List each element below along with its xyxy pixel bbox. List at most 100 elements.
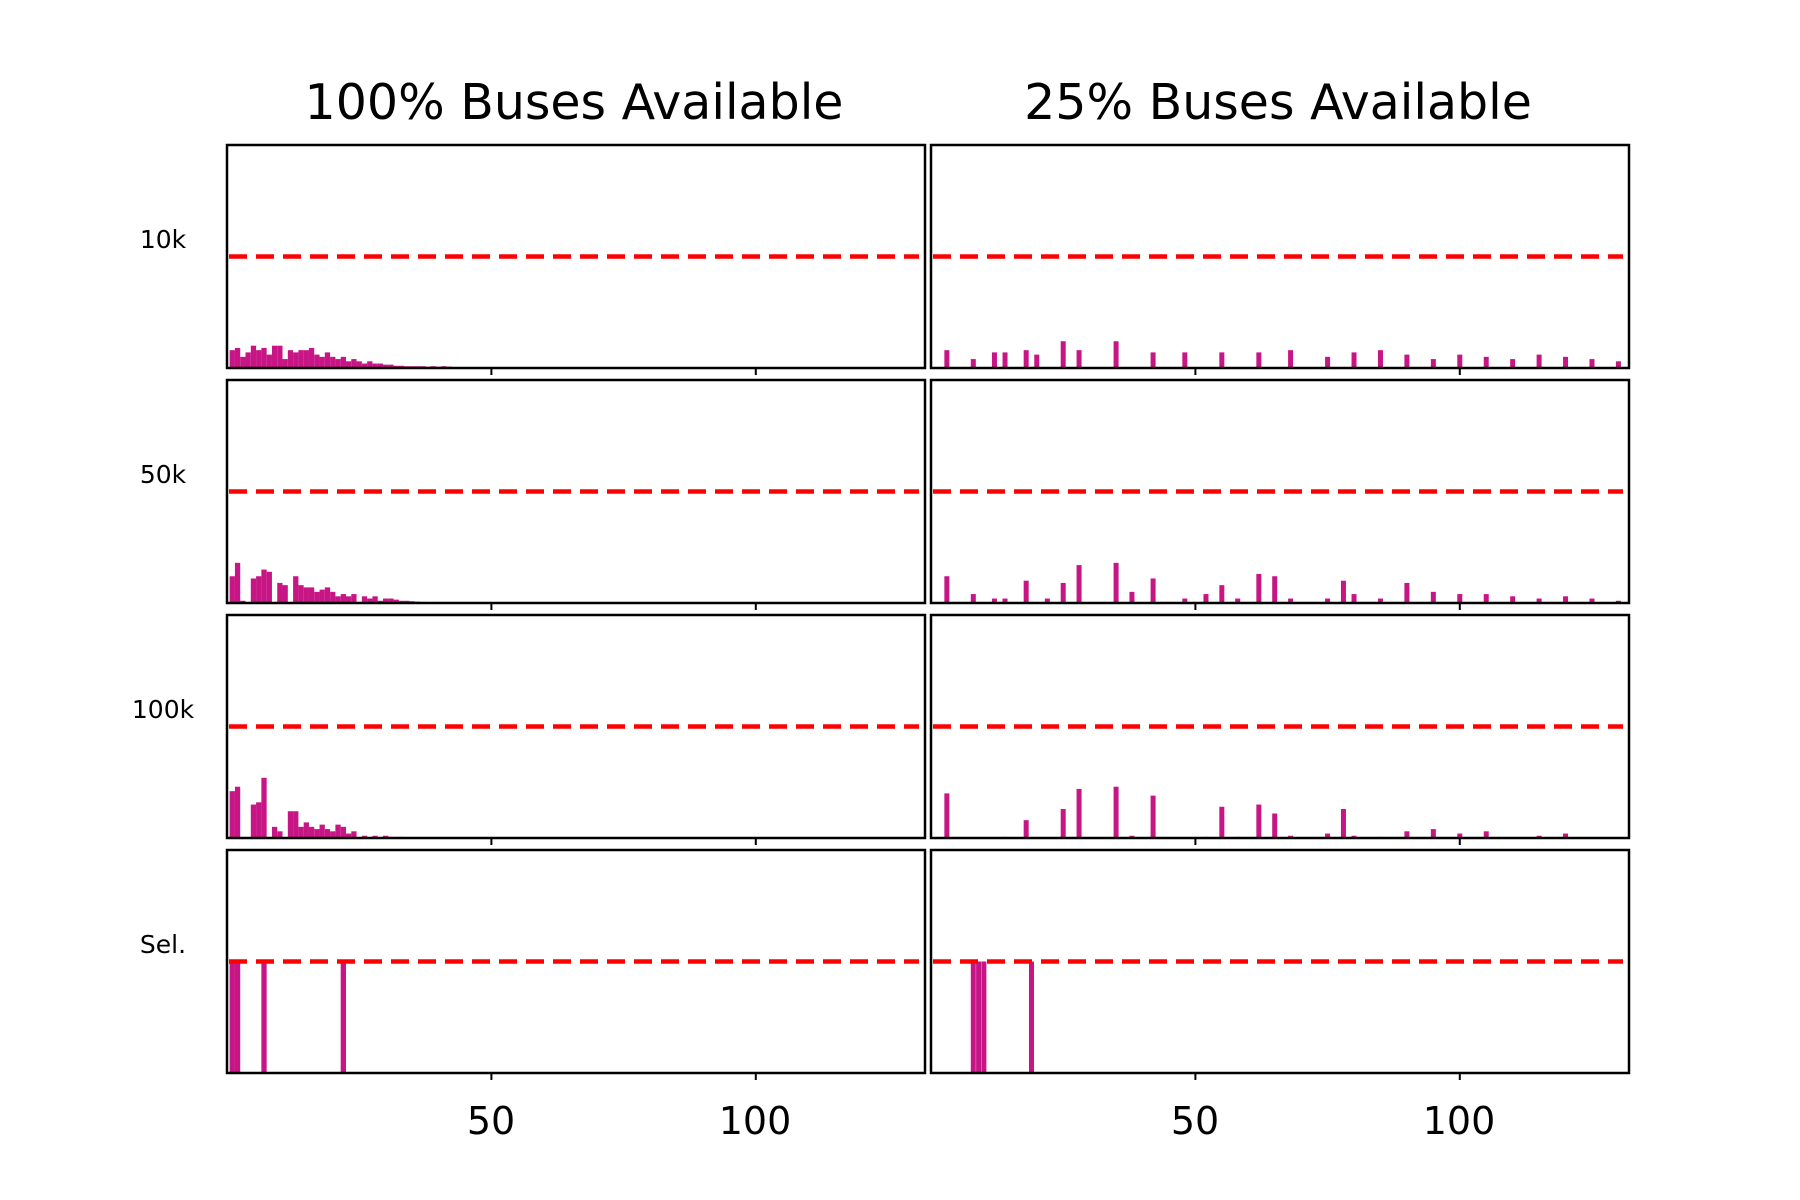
x-tick-label-100-left: 100	[719, 1099, 792, 1143]
row-label-sel: Sel.	[140, 930, 186, 959]
bar	[1483, 594, 1489, 603]
bar	[345, 833, 352, 838]
bar	[1510, 596, 1516, 603]
bar	[282, 585, 288, 603]
bar	[229, 961, 235, 1073]
bar	[319, 824, 325, 838]
bar	[1076, 350, 1082, 368]
column-title-100: 100% Buses Available	[305, 74, 844, 131]
bar	[234, 562, 241, 603]
bar	[1340, 809, 1346, 838]
bar	[1351, 594, 1357, 603]
bar	[1615, 361, 1621, 368]
bar	[944, 350, 950, 368]
panel-r2-c1	[929, 613, 1631, 845]
bar	[372, 363, 378, 368]
bar	[1129, 591, 1135, 603]
bar	[1563, 596, 1569, 603]
bar	[1113, 786, 1119, 838]
panel-r0-c0	[225, 143, 927, 375]
bar	[944, 793, 950, 838]
bar	[319, 589, 325, 603]
bar	[229, 791, 235, 838]
panel-frame	[225, 143, 927, 370]
bar	[324, 587, 331, 603]
bar	[1150, 352, 1156, 368]
bar	[256, 802, 262, 838]
bar	[1113, 562, 1119, 603]
panel-r0-c1	[929, 143, 1631, 375]
bar	[1430, 829, 1436, 838]
bar	[335, 596, 341, 603]
bar	[1076, 788, 1082, 838]
bar	[1340, 580, 1346, 603]
bar	[393, 599, 399, 603]
bar	[351, 831, 357, 838]
bar	[970, 594, 976, 603]
panel-frame	[225, 613, 927, 840]
bar	[976, 961, 982, 1073]
bar	[1044, 598, 1050, 603]
row-label-100k: 100k	[132, 695, 195, 724]
bar	[1483, 831, 1489, 838]
bar	[1457, 594, 1463, 603]
bar	[324, 352, 331, 368]
bar	[1457, 833, 1463, 838]
bar	[1060, 341, 1066, 368]
bar	[377, 363, 383, 368]
bar	[382, 364, 389, 368]
bar	[303, 587, 309, 603]
bar	[335, 359, 341, 368]
bar	[308, 587, 315, 603]
bar	[234, 786, 241, 838]
x-tick-label-100-right: 100	[1423, 1099, 1496, 1143]
bar	[277, 582, 283, 603]
bar	[1589, 598, 1595, 603]
bar	[303, 350, 309, 368]
panel-frame	[929, 613, 1631, 840]
bar	[1483, 356, 1489, 368]
bar	[1203, 594, 1209, 603]
bar	[330, 356, 336, 368]
bar	[293, 352, 299, 368]
bar	[1150, 578, 1156, 603]
bar	[340, 594, 346, 603]
bar	[351, 359, 357, 368]
bar	[1002, 598, 1008, 603]
row-label-10k: 10k	[140, 225, 187, 254]
bar	[1272, 813, 1278, 838]
panel-frame	[225, 378, 927, 605]
bar	[340, 356, 346, 368]
bar	[1404, 582, 1410, 603]
bar	[314, 829, 320, 838]
bar	[1219, 352, 1225, 368]
bar	[1288, 598, 1294, 603]
panel-frame	[225, 848, 927, 1075]
bar	[970, 359, 976, 368]
bar	[351, 594, 357, 603]
bar	[991, 352, 997, 368]
bar	[335, 824, 341, 838]
panel-r1-c1	[929, 378, 1631, 610]
bar	[250, 804, 257, 838]
bar	[293, 811, 299, 838]
bar	[1404, 354, 1410, 368]
bar	[1288, 350, 1294, 368]
bar	[1023, 820, 1029, 838]
bar	[340, 826, 346, 838]
bar	[298, 350, 304, 368]
bar	[287, 350, 294, 368]
bar	[277, 345, 283, 368]
bar	[388, 598, 394, 603]
bar	[234, 347, 241, 368]
row-label-50k: 50k	[140, 460, 187, 489]
panel-frame	[929, 378, 1631, 605]
bar	[1536, 598, 1542, 603]
bar	[1182, 598, 1188, 603]
bar	[382, 598, 389, 603]
bar	[1256, 804, 1262, 838]
x-tick-label-50-right: 50	[1171, 1099, 1219, 1143]
bar	[1182, 352, 1188, 368]
bar	[256, 350, 262, 368]
bar	[330, 591, 336, 603]
